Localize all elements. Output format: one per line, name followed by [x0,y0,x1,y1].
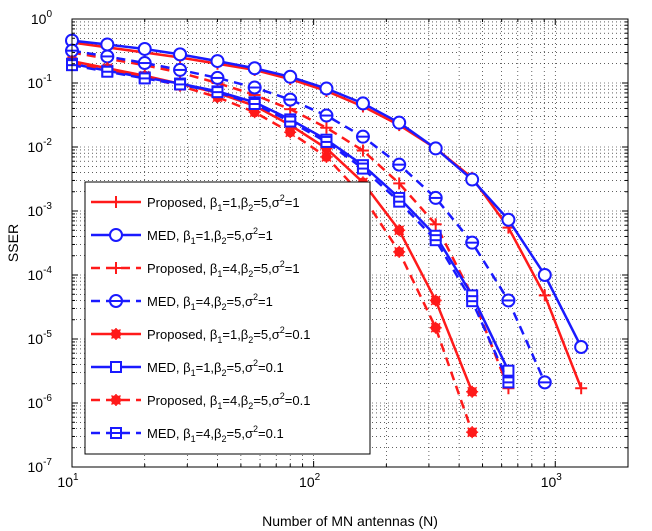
circle-marker [100,37,115,52]
y-axis-label: SSER [5,224,21,262]
x-tick-label: 103 [541,472,563,490]
circle-marker [247,61,262,76]
circle-marker [319,81,334,96]
legend-label: Proposed, β1=1,β2=5,σ2=1 [147,193,300,213]
star-marker [467,386,478,397]
circle-marker [537,268,552,282]
legend-entry: Proposed, β1=4,β2=5,σ2=0.1 [91,391,310,411]
legend-entry: Proposed, β1=1,β2=5,σ2=0.1 [91,325,310,345]
y-tick-label: 10-5 [28,329,53,347]
circle-marker [465,172,480,187]
x-tick-label: 101 [57,472,79,490]
circle-marker [109,228,123,242]
series-line [71,62,474,433]
circle-marker [137,41,152,56]
y-tick-label: 100 [31,9,53,27]
plot-frame [71,18,629,468]
x-axis-label: Number of MN antennas (N) [262,513,438,529]
legend-entry: MED, β1=4,β2=5,σ2=0.1 [91,424,284,444]
legend-entry: Proposed, β1=4,β2=5,σ2=1 [91,259,300,279]
series-4 [65,43,552,390]
legend-entry: MED, β1=4,β2=5,σ2=1 [91,292,273,312]
legend-label: Proposed, β1=4,β2=5,σ2=1 [147,259,300,279]
legend-label: Proposed, β1=1,β2=5,σ2=0.1 [147,325,310,345]
legend-label: MED, β1=1,β2=5,σ2=1 [147,226,273,246]
legend-entry: MED, β1=1,β2=5,σ2=0.1 [91,358,284,378]
legend-label: MED, β1=1,β2=5,σ2=0.1 [147,358,284,378]
legend-entry: Proposed, β1=1,β2=5,σ2=1 [91,193,300,213]
legend: Proposed, β1=1,β2=5,σ2=1 MED, β1=1,β2=5,σ… [84,181,371,455]
legend-entry: MED, β1=1,β2=5,σ2=1 [91,226,273,246]
x-tick-label: 102 [299,472,321,490]
circle-marker [355,96,370,111]
star-marker [430,295,441,306]
legend-label: MED, β1=4,β2=5,σ2=1 [147,292,273,312]
star-marker [467,427,478,438]
circle-marker [574,339,589,354]
star-marker [430,322,441,333]
circle-marker [210,54,225,69]
star-marker [321,151,332,162]
circle-marker [392,115,407,130]
star-marker [394,225,405,236]
y-tick-label: 10-2 [28,137,53,155]
star-marker [285,127,296,138]
axis-ticks: 101 102 103 100 10-1 10-2 10-3 10-4 10-5 10-6 10-7 [28,9,629,490]
star-marker [110,328,122,340]
circle-marker [173,47,188,62]
circle-marker [428,141,443,156]
star-marker [394,246,405,257]
legend-label: Proposed, β1=4,β2=5,σ2=0.1 [147,391,310,411]
circle-marker [501,212,516,227]
circle-marker [283,69,298,84]
y-tick-label: 10-6 [28,393,53,411]
square-marker [110,361,122,373]
y-tick-label: 10-4 [28,265,53,283]
star-marker [110,394,122,406]
y-tick-label: 10-3 [28,201,53,219]
legend-box [84,181,371,455]
y-tick-label: 10-1 [28,73,53,91]
legend-label: MED, β1=4,β2=5,σ2=0.1 [147,424,284,444]
series-2 [65,33,589,354]
y-tick-label: 10-7 [28,457,53,475]
square-marker [502,364,515,377]
